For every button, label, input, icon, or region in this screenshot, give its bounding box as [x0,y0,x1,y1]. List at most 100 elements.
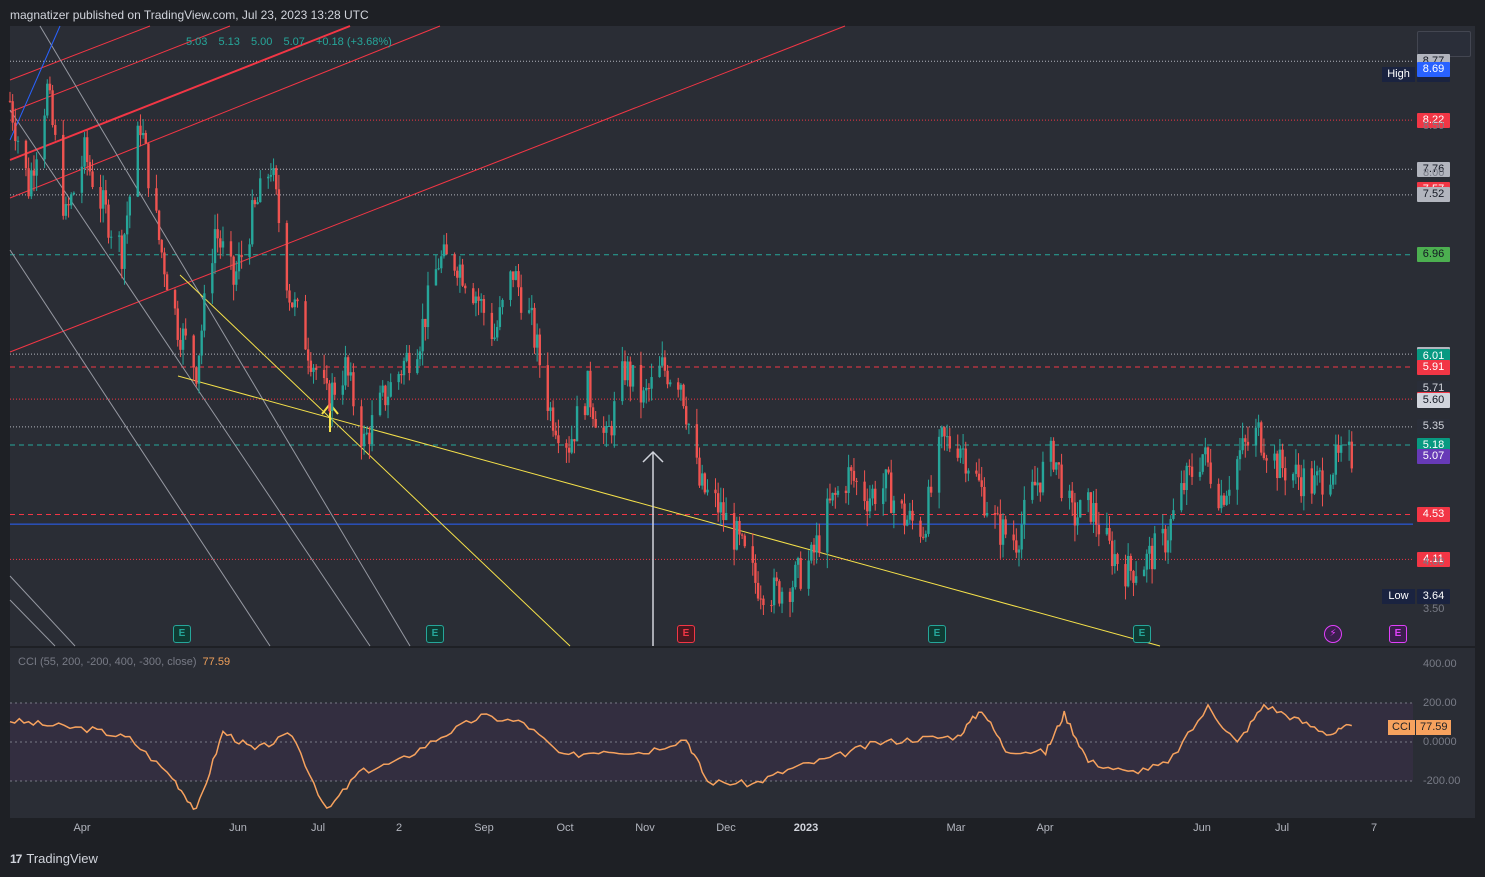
candle [426,271,430,340]
candle [1036,467,1039,496]
candle [197,355,201,394]
cci-legend-value: 77.59 [202,656,231,668]
candle [195,366,198,387]
candle [663,350,667,377]
candle [240,240,243,269]
earnings-event-icon[interactable]: E [426,625,444,643]
earnings-event-icon[interactable]: E [173,625,191,643]
x-axis-tick: 7 [1370,822,1378,834]
candle [418,346,422,367]
candle [192,334,195,382]
candle [109,230,113,249]
candle [530,295,533,326]
price-level-tag: 4.53 [1417,507,1450,523]
cci-legend[interactable]: CCI (55, 200, -200, 400, -300, close) 77.… [18,656,230,668]
candle [360,400,363,460]
price-axis-tick: 8.00 [1423,167,1445,179]
candle [626,356,629,387]
candle [1278,438,1282,479]
candle [695,408,699,465]
candle [101,175,105,223]
split-event-icon[interactable]: ⚡ [1324,625,1342,643]
price-axis-tick: 3.50 [1423,603,1445,615]
candle [368,426,371,459]
gray-fan-line [9,109,371,647]
candle [440,250,443,274]
earnings-event-icon[interactable]: E [677,625,695,643]
candle [948,427,951,453]
candle [770,600,773,613]
candle [1347,429,1351,461]
candle [1294,449,1298,484]
candle [661,341,664,368]
candle [362,425,366,455]
candle [549,401,552,422]
candle [104,179,108,214]
candle [64,196,68,220]
candle [868,485,872,519]
candle [573,438,576,454]
main-pane-bg [10,26,1413,646]
candle [613,391,616,448]
candle [685,396,688,430]
earnings-event-icon[interactable]: E [928,625,946,643]
candle [1124,554,1127,600]
candle [24,139,28,177]
red-channel-line [9,25,846,353]
candle [389,373,392,398]
candle [724,497,728,521]
candle [551,400,555,437]
candle [751,533,754,576]
candle [253,197,257,208]
candle [610,420,613,444]
candle [1206,446,1210,467]
candle [983,477,986,518]
x-axis-tick: Oct [556,822,574,834]
candle [296,297,299,308]
candle [1273,445,1276,469]
candle [1236,455,1239,505]
candle [453,252,456,276]
earnings-event-icon[interactable]: E [1133,625,1151,643]
candle [437,258,440,271]
candle [629,356,632,402]
candle [1017,545,1021,567]
candle [780,587,784,614]
candle [1334,434,1337,485]
candle [434,254,438,286]
earnings-event-icon[interactable]: E [1389,625,1407,643]
candle [1142,566,1146,577]
candle [1244,434,1247,458]
candle [1198,457,1202,481]
candle [184,318,187,340]
candle [1337,434,1340,463]
candle [956,434,959,462]
candle [306,337,310,375]
candle [397,371,400,390]
candle [139,114,142,147]
candle [1222,492,1226,507]
candle [687,422,691,435]
candle [874,480,877,511]
candle [235,260,238,292]
candle [1161,514,1164,546]
candle [1315,465,1319,486]
candle [1153,525,1156,570]
candle [1172,498,1175,521]
candle [1257,414,1260,436]
candle [1129,553,1133,581]
candle [386,381,390,419]
candle [714,478,717,508]
candle [400,370,403,384]
candle [1321,457,1324,507]
candle [147,143,150,197]
tradingview-logo[interactable]: 17 TradingView [10,851,98,866]
candle [900,498,904,509]
candle [778,579,781,607]
publisher-header: magnatizer published on TradingView.com,… [10,8,369,22]
candle [416,349,419,375]
price-level-tag: 8.22 [1417,112,1450,128]
candle [1190,453,1194,485]
candle [1071,482,1074,516]
